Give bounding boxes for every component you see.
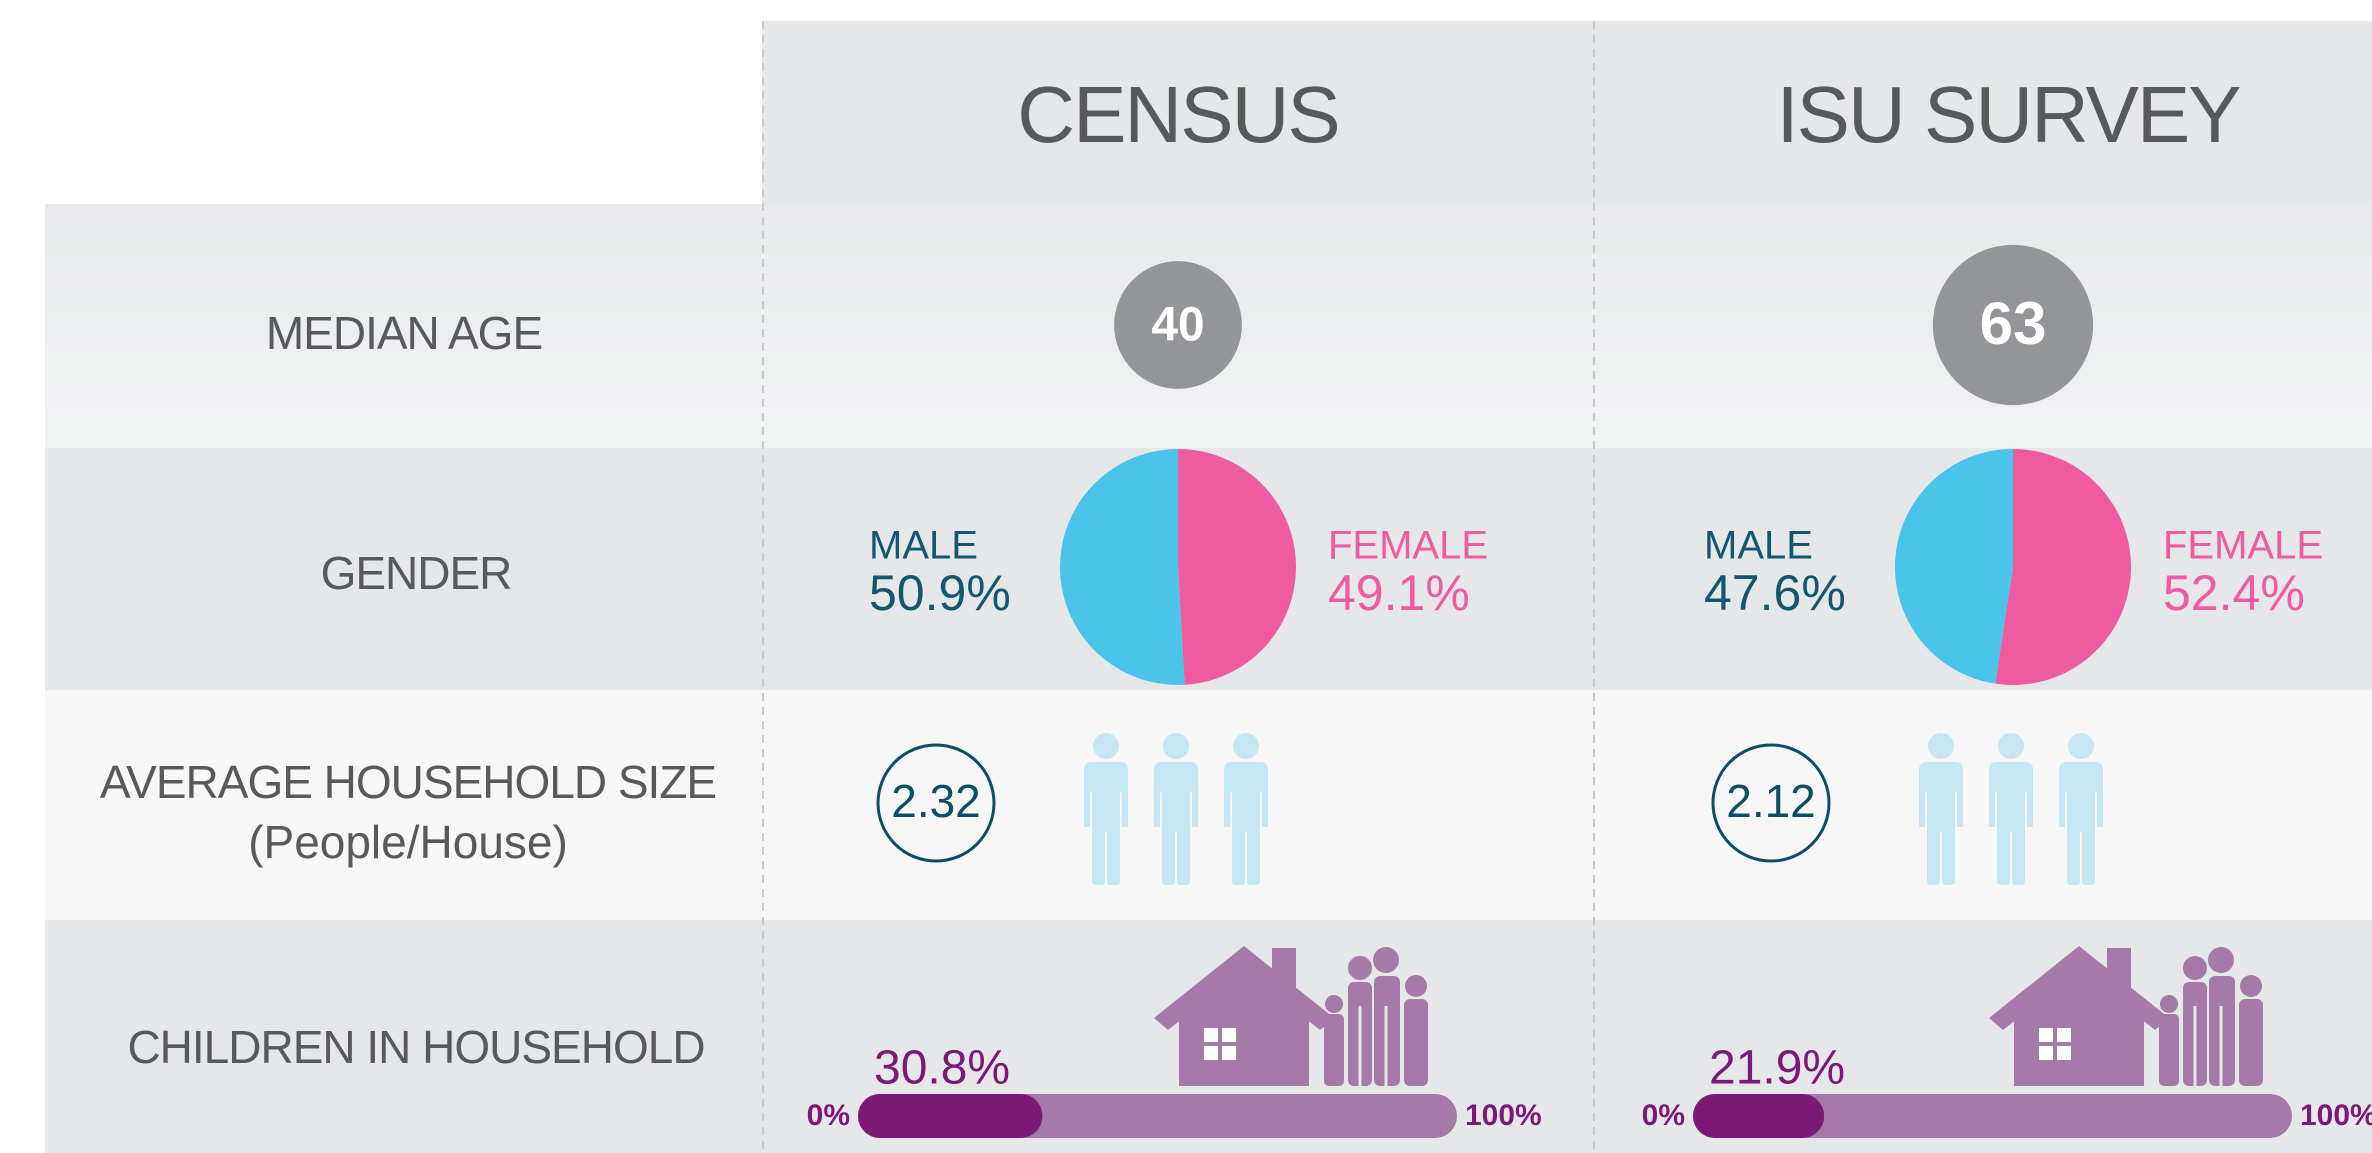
scale-max: 100%	[1465, 1099, 1542, 1132]
female-label: FEMALE	[2163, 524, 2323, 568]
scale-max: 100%	[2300, 1099, 2372, 1132]
size-value: 2.32	[891, 775, 981, 827]
row-label: AVERAGE HOUSEHOLD SIZE	[100, 756, 716, 808]
row-label: CHILDREN IN HOUSEHOLD	[127, 1021, 704, 1073]
age-value: 40	[1151, 299, 1204, 352]
scale-min: 0%	[807, 1099, 850, 1132]
row-label: MEDIAN AGE	[266, 307, 542, 359]
column-header: CENSUS	[1017, 70, 1338, 159]
bar-fill	[1693, 1094, 1825, 1138]
male-value: 50.9%	[869, 565, 1011, 621]
bar-track	[1693, 1094, 2292, 1138]
scale-min: 0%	[1642, 1099, 1685, 1132]
pie-slice-female	[1178, 448, 1297, 685]
female-value: 49.1%	[1328, 565, 1470, 621]
age-value: 63	[1980, 290, 2047, 357]
age-circle	[1932, 244, 2094, 406]
bar-fill	[858, 1094, 1043, 1138]
row-label: GENDER	[321, 547, 512, 599]
size-circle	[876, 743, 996, 863]
size-value: 2.12	[1726, 775, 1816, 827]
male-label: MALE	[1704, 524, 1813, 568]
pie-slice-female	[1995, 449, 2131, 685]
bar-value: 21.9%	[1709, 1042, 1845, 1095]
row-sublabel: (People/House)	[248, 816, 568, 868]
pie-slice-male	[1060, 449, 1185, 685]
female-label: FEMALE	[1328, 524, 1488, 568]
male-label: MALE	[869, 524, 978, 568]
female-value: 52.4%	[2163, 565, 2305, 621]
column-header: ISU SURVEY	[1776, 70, 2240, 159]
age-circle	[1114, 261, 1242, 389]
size-circle	[1711, 743, 1831, 863]
male-value: 47.6%	[1704, 565, 1846, 621]
bar-value: 30.8%	[874, 1042, 1010, 1095]
pie-slice-male	[1895, 449, 2013, 684]
